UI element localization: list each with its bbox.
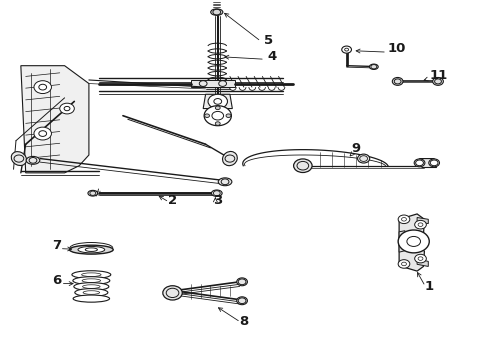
Circle shape [397,230,428,253]
Polygon shape [21,66,89,173]
Ellipse shape [210,9,223,15]
Text: 4: 4 [267,50,277,63]
Ellipse shape [391,77,402,85]
Polygon shape [398,214,424,271]
Circle shape [397,260,409,268]
Ellipse shape [88,190,98,196]
Polygon shape [419,158,436,167]
Ellipse shape [73,295,109,302]
Circle shape [60,103,74,114]
Polygon shape [416,258,427,266]
Circle shape [34,127,51,140]
Ellipse shape [75,289,108,296]
Circle shape [203,106,231,126]
Ellipse shape [369,64,377,69]
Text: 7: 7 [52,239,61,252]
Text: 9: 9 [351,142,360,155]
Circle shape [341,46,351,53]
Polygon shape [191,80,234,87]
Text: 11: 11 [428,69,447,82]
Circle shape [34,81,51,94]
Ellipse shape [222,152,237,166]
Ellipse shape [73,277,110,284]
Ellipse shape [293,159,311,172]
Ellipse shape [11,152,26,166]
Ellipse shape [428,159,439,167]
Circle shape [204,114,209,117]
Ellipse shape [78,247,104,253]
Ellipse shape [163,286,182,300]
Ellipse shape [26,157,40,164]
Text: 8: 8 [239,315,248,328]
Polygon shape [203,94,232,109]
Ellipse shape [211,190,222,197]
Text: 6: 6 [52,274,61,287]
Text: 3: 3 [213,194,222,207]
Ellipse shape [432,77,443,85]
Circle shape [215,106,220,110]
Circle shape [215,122,220,125]
Ellipse shape [236,278,247,286]
Circle shape [397,215,409,224]
Ellipse shape [357,154,369,163]
Polygon shape [416,217,427,224]
Text: 1: 1 [424,280,433,293]
Circle shape [207,94,227,109]
Circle shape [414,220,426,229]
Ellipse shape [236,297,247,305]
Polygon shape [398,231,404,252]
Circle shape [414,254,426,263]
Text: 2: 2 [168,194,177,207]
Ellipse shape [413,159,424,167]
Text: 5: 5 [264,33,272,46]
Ellipse shape [74,283,109,291]
Ellipse shape [218,178,231,186]
Circle shape [225,114,230,117]
Ellipse shape [69,245,113,254]
Ellipse shape [72,271,111,279]
Text: 10: 10 [387,42,406,55]
